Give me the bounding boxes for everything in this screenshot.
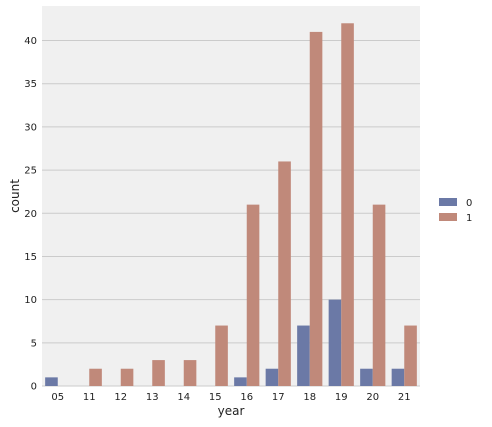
x-tick-label: 14 — [177, 392, 190, 403]
x-axis-label: year — [218, 404, 245, 418]
bar-19-series-1 — [341, 23, 354, 386]
bar-14-series-1 — [183, 360, 197, 386]
legend-swatch-1 — [439, 213, 457, 221]
bar-20-series-1 — [372, 204, 386, 386]
bar-16-series-1 — [246, 204, 260, 386]
x-tick-label: 12 — [114, 392, 127, 403]
bar-17-series-1 — [278, 161, 291, 386]
bar-13-series-1 — [152, 360, 165, 386]
bar-19-series-0 — [328, 299, 342, 386]
bar-20-series-0 — [360, 368, 373, 386]
plot-background — [42, 6, 420, 386]
bar-17-series-0 — [265, 368, 279, 386]
bar-21-series-0 — [391, 368, 405, 386]
bars — [45, 23, 417, 387]
x-tick-label: 15 — [209, 392, 222, 403]
bar-11-series-1 — [89, 368, 102, 386]
y-tick-label: 10 — [24, 295, 37, 306]
y-tick-label: 20 — [24, 209, 37, 220]
y-tick-labels: 0 5 10 15 20 25 30 35 40 — [24, 36, 37, 392]
bar-16-series-0 — [234, 377, 247, 386]
y-tick-label: 5 — [31, 338, 37, 349]
bar-18-series-1 — [309, 31, 323, 387]
y-tick-label: 40 — [24, 36, 37, 47]
legend-swatch-0 — [439, 198, 457, 206]
gridlines — [42, 40, 420, 387]
x-tick-label: 19 — [335, 392, 348, 403]
bar-21-series-1 — [404, 325, 417, 386]
x-tick-label: 21 — [398, 392, 411, 403]
y-axis-label: count — [8, 179, 22, 213]
x-tick-label: 16 — [240, 392, 253, 403]
y-tick-label: 35 — [24, 79, 37, 90]
y-tick-label: 30 — [24, 122, 37, 133]
y-tick-label: 25 — [24, 166, 37, 177]
legend-label: 1 — [466, 213, 472, 224]
y-tick-label: 15 — [24, 252, 37, 263]
x-tick-label: 20 — [366, 392, 379, 403]
bar-15-series-1 — [215, 325, 228, 386]
legend-label: 0 — [466, 198, 472, 209]
x-tick-label: 18 — [303, 392, 316, 403]
bar-05-series-0 — [45, 377, 58, 386]
bar-12-series-1 — [120, 368, 134, 386]
x-tick-label: 13 — [146, 392, 159, 403]
x-tick-label: 11 — [83, 392, 96, 403]
legend: 01 — [439, 198, 472, 224]
x-tick-label: 05 — [51, 392, 64, 403]
x-tick-label: 17 — [272, 392, 285, 403]
bar-18-series-0 — [297, 325, 310, 386]
y-tick-label: 0 — [31, 382, 37, 393]
x-tick-labels: 05 11 12 13 14 15 16 17 18 19 20 21 — [51, 392, 410, 403]
